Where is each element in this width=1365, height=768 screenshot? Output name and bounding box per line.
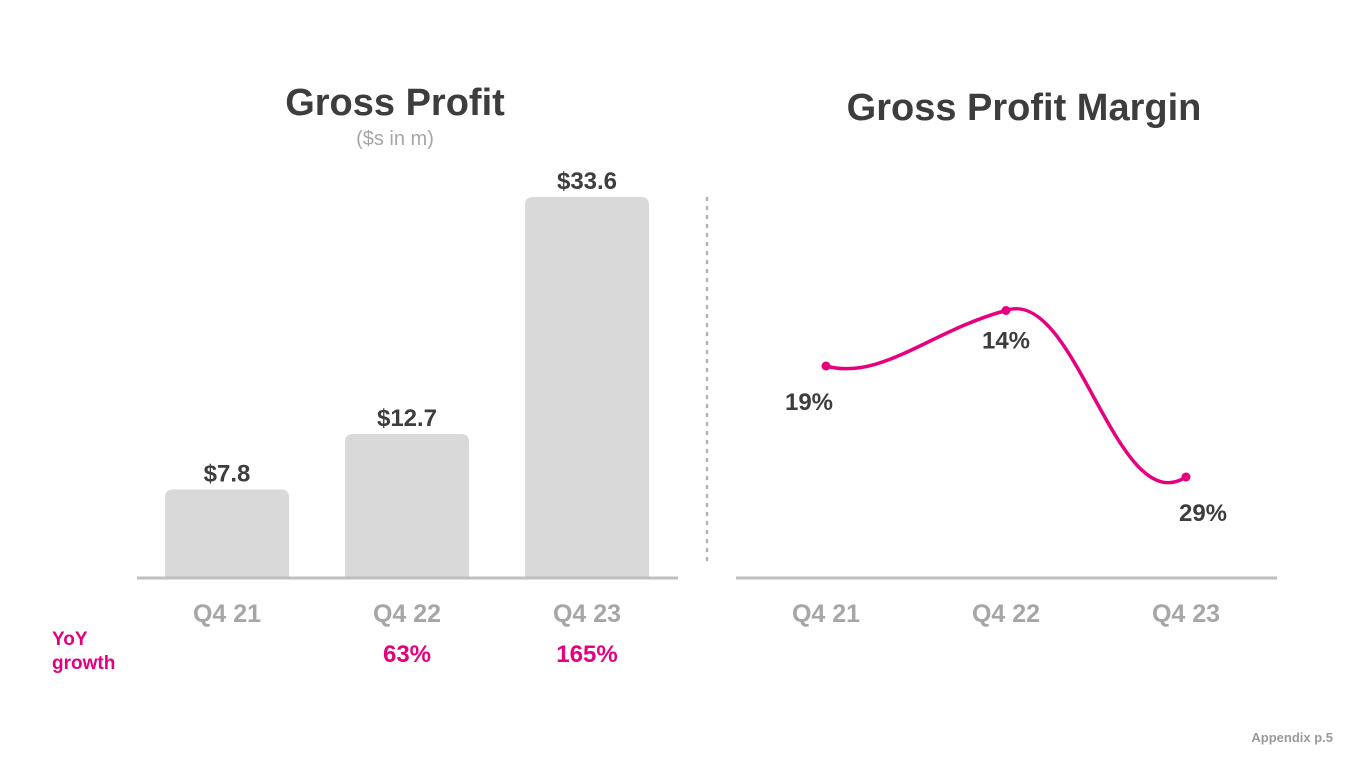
yoy-growth-value: 63% (383, 641, 431, 668)
x-tick-label: Q4 22 (373, 600, 441, 628)
gross-profit-subtitle: ($s in m) (356, 128, 434, 150)
line-point (1181, 472, 1191, 482)
gross-profit-title: Gross Profit (285, 82, 505, 124)
x-tick-label: Q4 23 (1152, 600, 1220, 628)
gross-profit-margin-line-chart: 19% Q4 21 14% Q4 22 29% Q4 23 (736, 306, 1277, 628)
bar-value-label: $7.8 (204, 461, 251, 488)
yoy-growth-value: 165% (556, 641, 617, 668)
x-tick-label: Q4 23 (553, 600, 621, 628)
x-tick-label: Q4 21 (193, 600, 261, 628)
x-tick-label: Q4 22 (972, 600, 1040, 628)
point-value-label: 14% (982, 328, 1030, 355)
line-point (821, 361, 831, 371)
gross-profit-margin-title: Gross Profit Margin (846, 87, 1202, 129)
bar-value-label: $33.6 (557, 168, 617, 195)
yoy-growth-label: YoY growth (52, 629, 116, 674)
x-tick-label: Q4 21 (792, 600, 860, 628)
margin-line (824, 306, 1188, 485)
line-point (1001, 306, 1011, 315)
gross-profit-bar-chart: $7.8 Q4 21 $12.7 Q4 22 63% $33.6 Q4 23 165% (137, 168, 678, 668)
bar-2 (525, 197, 649, 578)
point-value-label: 19% (785, 389, 833, 416)
page-footer: Appendix p.5 (1251, 730, 1333, 745)
bar-1 (345, 433, 469, 578)
bar-0 (165, 489, 289, 578)
point-value-label: 29% (1179, 500, 1227, 527)
bar-value-label: $12.7 (377, 405, 437, 432)
